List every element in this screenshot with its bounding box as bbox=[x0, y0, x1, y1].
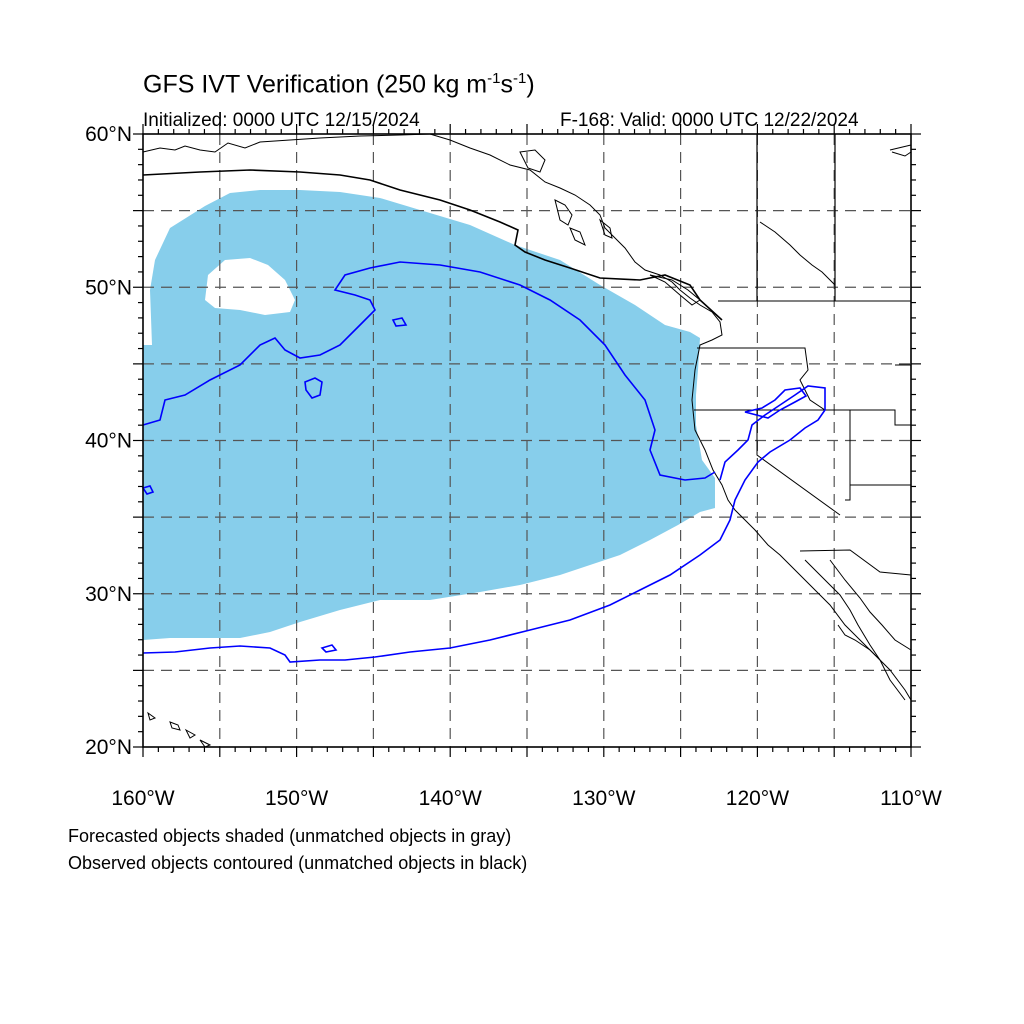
observed-object-island-1 bbox=[304, 377, 323, 399]
figure-title: GFS IVT Verification (250 kg m-1s-1) bbox=[143, 70, 535, 99]
legend-forecast: Forecasted objects shaded (unmatched obj… bbox=[68, 826, 512, 846]
initialized-time: Initialized: 0000 UTC 12/15/2024 bbox=[143, 110, 420, 131]
lat-label: 40°N bbox=[85, 430, 132, 453]
observed-object-island-3 bbox=[141, 485, 155, 495]
longitude-labels: 160°W 150°W 140°W 130°W 120°W 110°W bbox=[111, 787, 942, 810]
observed-object-small-ca bbox=[744, 387, 808, 419]
observed-object-unmatched bbox=[142, 169, 723, 321]
lat-label: 20°N bbox=[85, 736, 132, 759]
lon-label: 140°W bbox=[419, 787, 482, 810]
latitude-labels: 60°N 50°N 40°N 30°N 20°N bbox=[85, 123, 132, 759]
observed-object-matched-south bbox=[142, 385, 826, 663]
coastlines bbox=[142, 133, 912, 748]
forecast-objects bbox=[143, 190, 715, 640]
observed-object-matched-north bbox=[142, 261, 716, 481]
lon-label: 110°W bbox=[880, 787, 942, 810]
lat-label: 30°N bbox=[85, 583, 132, 606]
lon-label: 120°W bbox=[726, 787, 789, 810]
legend-observed: Observed objects contoured (unmatched ob… bbox=[68, 853, 528, 873]
lon-label: 130°W bbox=[572, 787, 635, 810]
lat-label: 50°N bbox=[85, 276, 132, 299]
observed-object-island-2 bbox=[391, 317, 408, 327]
observed-objects bbox=[141, 169, 826, 663]
lat-label: 60°N bbox=[85, 123, 132, 146]
forecast-object-shaded bbox=[143, 190, 715, 640]
valid-time: F-168: Valid: 0000 UTC 12/22/2024 bbox=[560, 110, 859, 131]
lon-label: 150°W bbox=[265, 787, 328, 810]
lon-label: 160°W bbox=[111, 787, 174, 810]
axis-ticks bbox=[133, 124, 921, 757]
graticule bbox=[143, 134, 911, 747]
observed-object-small-south bbox=[320, 644, 338, 653]
